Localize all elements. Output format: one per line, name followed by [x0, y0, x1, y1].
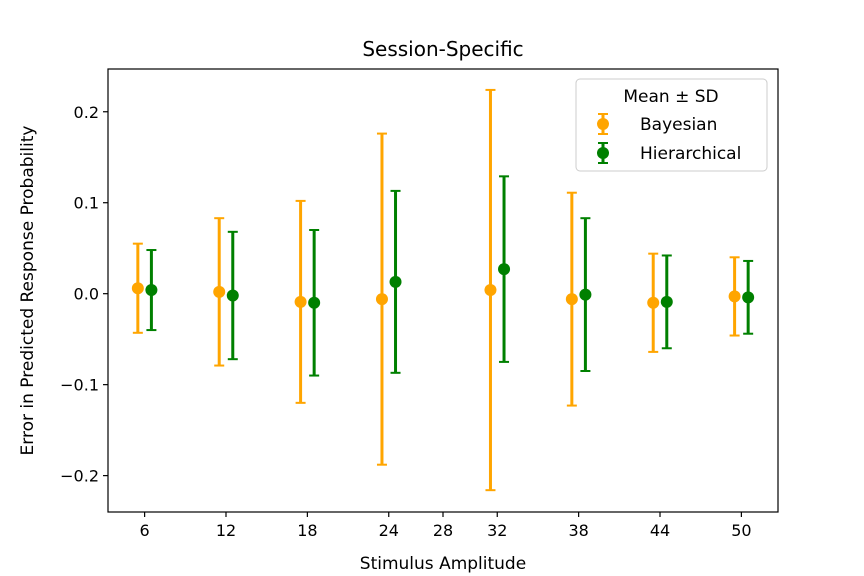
mean-point — [498, 263, 511, 276]
mean-point — [647, 296, 660, 309]
y-tick-label: 0.1 — [74, 194, 99, 213]
legend: Mean ± SD Bayesian Hierarchical — [575, 78, 768, 172]
legend-box — [575, 78, 768, 172]
x-tick-label: 38 — [568, 521, 588, 540]
chart-title: Session-Specific — [362, 37, 523, 61]
x-tick-label: 32 — [487, 521, 507, 540]
x-tick-label: 24 — [379, 521, 399, 540]
legend-entry-bayesian: Bayesian — [597, 113, 717, 135]
x-tick-label: 44 — [650, 521, 670, 540]
mean-point — [145, 284, 158, 297]
x-tick-label: 12 — [216, 521, 236, 540]
mean-point — [375, 293, 388, 306]
legend-marker-icon — [597, 147, 609, 159]
y-tick-label: 0.0 — [74, 285, 99, 304]
mean-point — [131, 282, 144, 295]
mean-point — [484, 284, 497, 297]
y-axis: −0.2 −0.1 0.0 0.1 0.2 — [60, 103, 108, 486]
mean-point — [728, 290, 741, 303]
mean-point — [389, 275, 402, 288]
legend-title: Mean ± SD — [623, 87, 718, 107]
mean-point — [213, 285, 226, 298]
x-axis-label: Stimulus Amplitude — [360, 554, 526, 574]
mean-point — [308, 296, 321, 309]
mean-point — [579, 288, 592, 301]
x-tick-label: 18 — [297, 521, 317, 540]
plot-area — [131, 88, 755, 492]
legend-label: Hierarchical — [640, 144, 741, 164]
mean-point — [294, 295, 307, 308]
y-axis-label: Error in Predicted Response Probability — [18, 126, 38, 456]
series-hierarchical — [145, 175, 755, 377]
legend-marker-icon — [597, 118, 609, 130]
x-tick-label: 50 — [731, 521, 751, 540]
y-tick-label: −0.1 — [60, 376, 99, 395]
x-axis: 6 12 18 24 28 32 38 44 50 — [140, 512, 752, 540]
legend-entry-hierarchical: Hierarchical — [597, 142, 741, 164]
mean-point — [660, 295, 673, 308]
mean-point — [565, 293, 578, 306]
legend-label: Bayesian — [640, 115, 717, 135]
series-bayesian — [131, 88, 741, 492]
y-tick-label: −0.2 — [60, 467, 99, 486]
mean-point — [226, 289, 239, 302]
mean-point — [742, 291, 755, 304]
x-tick-label: 6 — [140, 521, 150, 540]
y-tick-label: 0.2 — [74, 103, 99, 122]
x-tick-label: 28 — [433, 521, 453, 540]
